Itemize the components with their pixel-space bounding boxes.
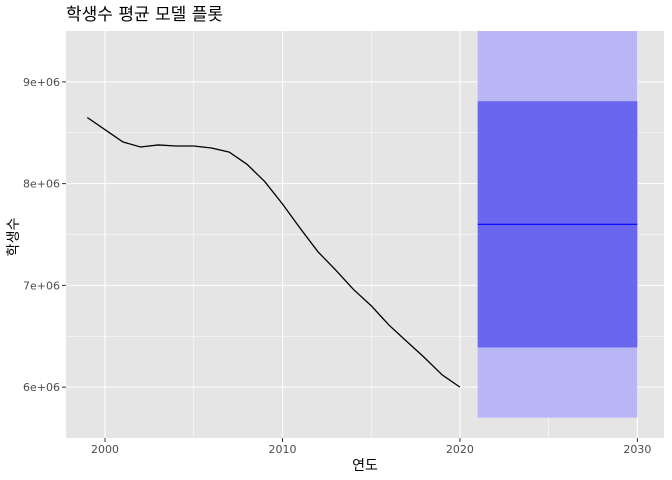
series-line (86, 116, 461, 388)
y-tick-label: 9e+06 (23, 76, 60, 89)
chart-title: 학생수 평균 모델 플롯 (66, 5, 223, 25)
series-layer (86, 116, 461, 388)
forecast-bands (477, 31, 638, 418)
x-tick-label: 2030 (623, 443, 651, 456)
y-axis: 6e+06 7e+06 8e+06 9e+06 (23, 76, 66, 394)
y-axis-title: 학생수 (6, 218, 22, 257)
y-tick-label: 8e+06 (23, 178, 60, 191)
y-tick-label: 6e+06 (23, 381, 60, 394)
x-tick-label: 2010 (268, 443, 296, 456)
x-axis-title: 연도 (352, 458, 378, 474)
x-tick-label: 2020 (446, 443, 474, 456)
x-tick-label: 2000 (91, 443, 119, 456)
x-axis: 2000 2010 2020 2030 (91, 438, 651, 456)
y-tick-label: 7e+06 (23, 279, 60, 292)
